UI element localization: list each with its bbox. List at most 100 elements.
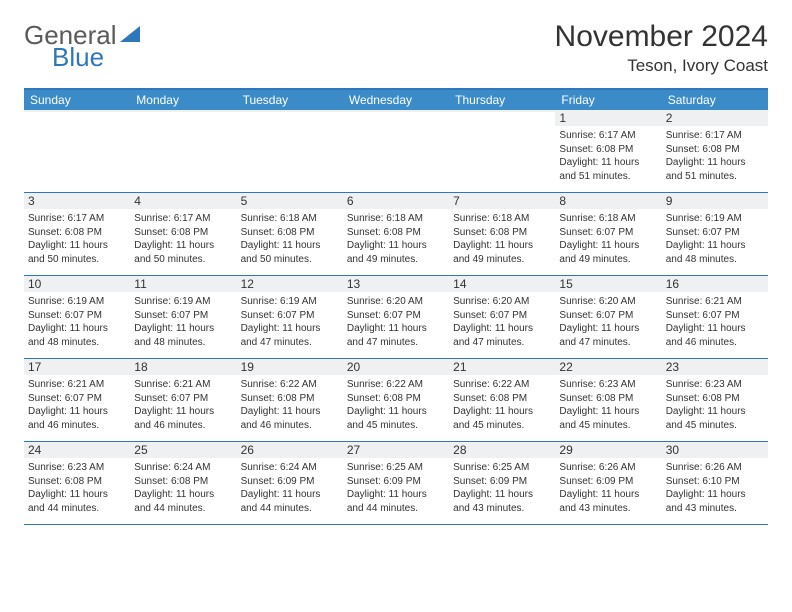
sunset-text: Sunset: 6:08 PM [559,143,657,157]
sunrise-text: Sunrise: 6:18 AM [453,212,551,226]
week-row: 1Sunrise: 6:17 AMSunset: 6:08 PMDaylight… [24,110,768,193]
day-cell: 18Sunrise: 6:21 AMSunset: 6:07 PMDayligh… [130,359,236,441]
daylight-text: Daylight: 11 hours and 46 minutes. [28,405,126,432]
sunrise-text: Sunrise: 6:18 AM [241,212,339,226]
week-row: 3Sunrise: 6:17 AMSunset: 6:08 PMDaylight… [24,193,768,276]
sunrise-text: Sunrise: 6:17 AM [28,212,126,226]
sunset-text: Sunset: 6:07 PM [134,392,232,406]
sunset-text: Sunset: 6:08 PM [28,226,126,240]
daylight-text: Daylight: 11 hours and 45 minutes. [453,405,551,432]
day-cell: 5 Sunrise: 6:18 AMSunset: 6:08 PMDaylight… [237,193,343,275]
day-number: 19 [237,359,343,375]
day-number: 18 [130,359,236,375]
title-block: November 2024 Teson, Ivory Coast [555,20,768,76]
day-cell: 4Sunrise: 6:17 AMSunset: 6:08 PMDaylight… [130,193,236,275]
daylight-text: Daylight: 11 hours and 49 minutes. [559,239,657,266]
sunset-text: Sunset: 6:07 PM [559,309,657,323]
dayname-thursday: Thursday [449,90,555,110]
day-number: 5 [237,193,343,209]
day-cell: 28Sunrise: 6:25 AMSunset: 6:09 PMDayligh… [449,442,555,524]
day-cell: 13Sunrise: 6:20 AMSunset: 6:07 PMDayligh… [343,276,449,358]
daylight-text: Daylight: 11 hours and 46 minutes. [241,405,339,432]
daylight-text: Daylight: 11 hours and 45 minutes. [666,405,764,432]
week-row: 17Sunrise: 6:21 AMSunset: 6:07 PMDayligh… [24,359,768,442]
daylight-text: Daylight: 11 hours and 50 minutes. [241,239,339,266]
day-cell: 8Sunrise: 6:18 AMSunset: 6:07 PMDaylight… [555,193,661,275]
logo: General Blue [24,20,144,72]
daylight-text: Daylight: 11 hours and 44 minutes. [28,488,126,515]
dayname-tuesday: Tuesday [237,90,343,110]
sunset-text: Sunset: 6:07 PM [134,309,232,323]
dayname-saturday: Saturday [662,90,768,110]
sunset-text: Sunset: 6:08 PM [134,226,232,240]
daylight-text: Daylight: 11 hours and 50 minutes. [134,239,232,266]
page-header: General Blue November 2024 Teson, Ivory … [24,20,768,76]
dayname-friday: Friday [555,90,661,110]
location-label: Teson, Ivory Coast [555,56,768,76]
day-number: 13 [343,276,449,292]
sunset-text: Sunset: 6:08 PM [241,392,339,406]
day-cell [130,110,236,192]
day-cell [237,110,343,192]
sunset-text: Sunset: 6:08 PM [453,226,551,240]
logo-sail-icon [120,26,142,44]
day-number: 22 [555,359,661,375]
day-cell: 16Sunrise: 6:21 AMSunset: 6:07 PMDayligh… [662,276,768,358]
day-cell [449,110,555,192]
sunset-text: Sunset: 6:08 PM [347,392,445,406]
day-number [449,110,555,112]
day-number: 12 [237,276,343,292]
day-number: 10 [24,276,130,292]
day-number: 2 [662,110,768,126]
day-cell: 17Sunrise: 6:21 AMSunset: 6:07 PMDayligh… [24,359,130,441]
daylight-text: Daylight: 11 hours and 48 minutes. [666,239,764,266]
sunset-text: Sunset: 6:08 PM [134,475,232,489]
day-number: 1 [555,110,661,126]
day-number: 25 [130,442,236,458]
day-cell: 23Sunrise: 6:23 AMSunset: 6:08 PMDayligh… [662,359,768,441]
sunrise-text: Sunrise: 6:24 AM [134,461,232,475]
logo-text-blue: Blue [52,42,104,73]
day-cell: 22Sunrise: 6:23 AMSunset: 6:08 PMDayligh… [555,359,661,441]
day-cell: 14Sunrise: 6:20 AMSunset: 6:07 PMDayligh… [449,276,555,358]
day-cell: 2Sunrise: 6:17 AMSunset: 6:08 PMDaylight… [662,110,768,192]
day-cell: 20Sunrise: 6:22 AMSunset: 6:08 PMDayligh… [343,359,449,441]
day-number [130,110,236,112]
sunrise-text: Sunrise: 6:19 AM [241,295,339,309]
daylight-text: Daylight: 11 hours and 47 minutes. [453,322,551,349]
sunrise-text: Sunrise: 6:20 AM [453,295,551,309]
day-number: 21 [449,359,555,375]
sunrise-text: Sunrise: 6:21 AM [666,295,764,309]
month-title: November 2024 [555,20,768,54]
sunset-text: Sunset: 6:08 PM [666,143,764,157]
day-cell: 10Sunrise: 6:19 AMSunset: 6:07 PMDayligh… [24,276,130,358]
sunset-text: Sunset: 6:08 PM [241,226,339,240]
sunrise-text: Sunrise: 6:20 AM [559,295,657,309]
sunset-text: Sunset: 6:08 PM [666,392,764,406]
dayname-wednesday: Wednesday [343,90,449,110]
sunrise-text: Sunrise: 6:26 AM [666,461,764,475]
sunrise-text: Sunrise: 6:19 AM [134,295,232,309]
daylight-text: Daylight: 11 hours and 44 minutes. [134,488,232,515]
daylight-text: Daylight: 11 hours and 48 minutes. [134,322,232,349]
day-number: 15 [555,276,661,292]
sunrise-text: Sunrise: 6:22 AM [241,378,339,392]
sunset-text: Sunset: 6:07 PM [28,309,126,323]
sunset-text: Sunset: 6:09 PM [559,475,657,489]
day-number: 24 [24,442,130,458]
sunset-text: Sunset: 6:07 PM [666,226,764,240]
day-number: 4 [130,193,236,209]
day-number: 29 [555,442,661,458]
dayname-sunday: Sunday [24,90,130,110]
sunset-text: Sunset: 6:07 PM [666,309,764,323]
day-number: 11 [130,276,236,292]
day-cell [343,110,449,192]
daylight-text: Daylight: 11 hours and 45 minutes. [559,405,657,432]
day-cell: 25 Sunrise: 6:24 AMSunset: 6:08 PMDayligh… [130,442,236,524]
daylight-text: Daylight: 11 hours and 46 minutes. [666,322,764,349]
day-number: 8 [555,193,661,209]
sunrise-text: Sunrise: 6:19 AM [666,212,764,226]
day-cell: 27Sunrise: 6:25 AMSunset: 6:09 PMDayligh… [343,442,449,524]
day-number: 23 [662,359,768,375]
sunrise-text: Sunrise: 6:17 AM [666,129,764,143]
